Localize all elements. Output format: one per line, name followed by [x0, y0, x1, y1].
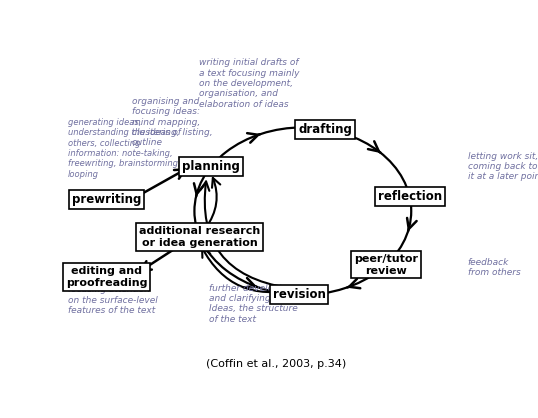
- Text: further developing
and clarifying
Ideas, the structure
of the text: further developing and clarifying Ideas,…: [209, 283, 298, 324]
- Text: editing and
proofreading: editing and proofreading: [66, 266, 147, 288]
- Text: peer/tutor
review: peer/tutor review: [354, 254, 418, 276]
- Text: (Coffin et al., 2003, p.34): (Coffin et al., 2003, p.34): [206, 359, 346, 369]
- Text: writing initial drafts of
a text focusing mainly
on the development,
organisatio: writing initial drafts of a text focusin…: [199, 58, 299, 109]
- Text: organising and
focusing ideas:
mind mapping,
clustering, listing,
outline: organising and focusing ideas: mind mapp…: [132, 97, 213, 148]
- Text: additional research
or idea generation: additional research or idea generation: [139, 226, 260, 248]
- Text: letting work sit,
coming back to
it at a later point: letting work sit, coming back to it at a…: [468, 152, 538, 181]
- Text: drafting: drafting: [299, 123, 352, 136]
- Text: focusing attention
on the surface-level
features of the text: focusing attention on the surface-level …: [68, 285, 158, 315]
- Text: prewriting: prewriting: [72, 193, 141, 206]
- Text: generating ideas,
understanding the ideas of
others, collecting
information: not: generating ideas, understanding the idea…: [68, 118, 181, 179]
- Text: reflection: reflection: [378, 190, 442, 203]
- Text: revision: revision: [273, 288, 325, 301]
- Text: feedback
from others: feedback from others: [468, 258, 520, 277]
- Text: planning: planning: [182, 160, 240, 173]
